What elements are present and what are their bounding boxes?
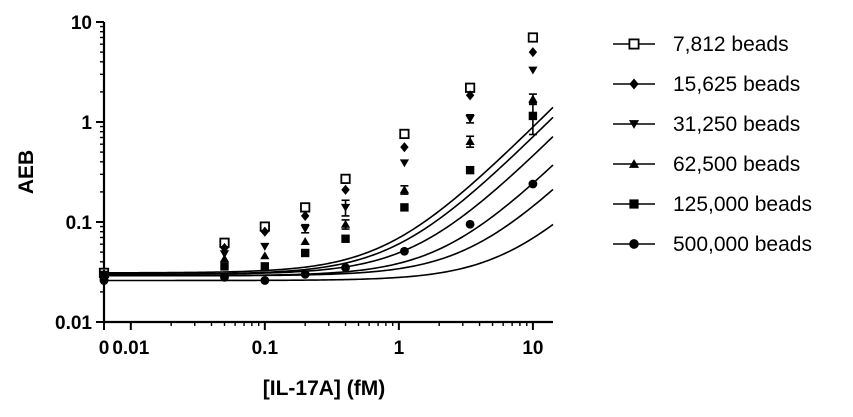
legend-label: 31,250 beads [673, 113, 800, 136]
fit-curve-series-1 [103, 106, 554, 274]
legend-entry: 500,000 beads [613, 233, 812, 256]
data-point-series-2 [400, 142, 409, 153]
y-tick-label: 10 [71, 13, 92, 34]
y-tick-label: 1 [81, 113, 92, 134]
y-tick-label: 0.1 [66, 213, 93, 234]
legend-marker [629, 78, 639, 90]
x-tick-label: 0.1 [252, 338, 279, 359]
data-point-series-5 [300, 248, 310, 258]
x-tick-label: 0.01 [112, 338, 149, 359]
x-tick-label: 10 [522, 338, 543, 359]
data-point-series-1 [340, 173, 351, 184]
data-point-series-4 [528, 94, 538, 103]
data-point-series-6 [341, 263, 350, 273]
x-tick-label: 1 [394, 338, 405, 359]
data-point-series-3 [528, 66, 538, 75]
data-point-series-2 [528, 47, 538, 58]
data-point-series-5 [260, 262, 270, 271]
data-point-series-5 [99, 271, 109, 280]
legend-label: 125,000 beads [673, 193, 812, 216]
data-point-series-5 [220, 262, 229, 271]
x-axis-title: [IL-17A] (fM) [263, 377, 385, 400]
fit-curve-series-6 [104, 223, 554, 282]
legend-entry: 31,250 beads [613, 113, 800, 136]
legend-entry: 15,625 beads [613, 73, 800, 96]
data-point-series-4 [465, 136, 475, 145]
data-point-series-4 [300, 236, 310, 245]
data-points [98, 32, 538, 285]
data-point-series-3 [340, 203, 351, 212]
data-point-series-3 [260, 242, 270, 251]
data-point-series-5 [341, 234, 350, 243]
legend-entry: 125,000 beads [613, 193, 812, 216]
legend-entry: 7,812 beads [613, 33, 789, 56]
data-point-series-2 [300, 210, 310, 221]
legend-label: 15,625 beads [673, 73, 800, 96]
data-point-series-4 [260, 251, 270, 260]
data-point-series-5 [465, 165, 475, 175]
legend-marker [628, 38, 640, 50]
legend-marker [628, 120, 640, 129]
data-point-series-6 [99, 276, 109, 285]
axes [96, 21, 553, 330]
data-point-series-6 [400, 246, 409, 256]
legend: 7,812 beads 15,625 beads 31,250 beads 62,50… [613, 33, 812, 256]
legend-marker [629, 239, 639, 249]
data-point-series-4 [340, 219, 351, 228]
fit-curve-series-3 [104, 135, 554, 276]
data-point-series-6 [220, 272, 229, 282]
data-point-series-6 [465, 219, 475, 229]
data-point-series-6 [300, 269, 310, 279]
data-point-series-5 [528, 111, 538, 121]
data-point-series-3 [399, 159, 410, 168]
data-point-series-4 [219, 254, 230, 263]
y-tick-label: 0.01 [55, 313, 92, 334]
data-point-series-2 [341, 184, 350, 195]
fit-curve-series-5 [104, 188, 554, 277]
legend-label: 500,000 beads [673, 233, 812, 256]
data-point-series-4 [399, 185, 410, 194]
fit-curve-series-2 [104, 116, 554, 276]
data-point-series-6 [528, 179, 538, 189]
data-point-series-1 [399, 128, 410, 140]
data-point-series-2 [465, 90, 475, 101]
legend-entry: 62,500 beads [613, 153, 800, 176]
fit-curves [103, 106, 554, 282]
y-axis-title: AEB [15, 150, 38, 194]
x-tick-label: 0 [99, 338, 110, 359]
data-point-series-3 [465, 115, 475, 124]
data-point-series-1 [300, 202, 311, 213]
data-point-series-1 [527, 32, 538, 43]
legend-marker [628, 159, 640, 168]
data-point-series-5 [400, 203, 409, 212]
legend-label: 62,500 beads [673, 153, 800, 176]
legend-label: 7,812 beads [673, 33, 789, 56]
legend-marker [629, 199, 639, 209]
data-point-series-3 [300, 224, 310, 233]
data-point-series-2 [260, 226, 270, 237]
data-point-series-6 [260, 276, 270, 285]
